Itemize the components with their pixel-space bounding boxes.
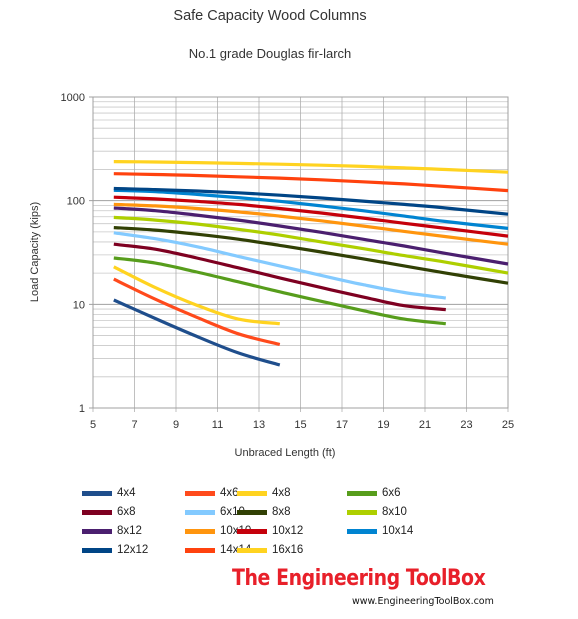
tick-labels: 5 7 9 11 13 15 17 19 21 23 25 1 10 100 1000 xyxy=(61,92,515,431)
x-tick-label: 19 xyxy=(377,419,389,431)
chart-canvas: Safe Capacity Wood Columns No.1 grade Do… xyxy=(29,8,515,459)
series-line-12x12 xyxy=(113,186,509,216)
legend-swatch xyxy=(82,509,112,515)
legend-label: 14x14 xyxy=(220,544,252,556)
legend-label: 16x16 xyxy=(272,544,304,556)
legend-swatch xyxy=(237,528,267,534)
x-tick-label: 25 xyxy=(502,419,514,431)
x-tick-label: 21 xyxy=(419,419,431,431)
x-axis-label: Unbraced Length (ft) xyxy=(235,447,336,459)
legend-label: 12x12 xyxy=(117,544,149,556)
x-tick-label: 11 xyxy=(212,419,223,431)
chart-subtitle: No.1 grade Douglas fir-larch xyxy=(189,46,352,61)
legend-label: 8x10 xyxy=(382,506,407,518)
legend-item-16x16: 16x16 xyxy=(237,543,303,557)
series-line-6x6 xyxy=(113,256,446,326)
series-line-14x14 xyxy=(113,172,509,193)
legend-swatch xyxy=(237,547,267,553)
legend-item-6x10: 6x10 xyxy=(185,505,245,519)
x-tick-label: 15 xyxy=(294,419,306,431)
legend-item-8x8: 8x8 xyxy=(237,505,291,519)
x-tick-label: 13 xyxy=(253,419,265,431)
x-tick-label: 17 xyxy=(336,419,348,431)
legend-item-6x8: 6x8 xyxy=(82,505,136,519)
legend-label: 6x8 xyxy=(117,506,136,518)
plot-frame xyxy=(92,96,509,409)
legend-item-14x14: 14x14 xyxy=(185,543,251,557)
legend-label: 4x8 xyxy=(272,487,291,499)
legend-swatch xyxy=(237,509,267,515)
legend-label: 8x8 xyxy=(272,506,291,518)
legend-item-12x12: 12x12 xyxy=(82,543,148,557)
y-tick-label: 1000 xyxy=(61,92,85,104)
legend-item-4x4: 4x4 xyxy=(82,486,136,500)
legend-item-6x6: 6x6 xyxy=(347,486,401,500)
chart-title: Safe Capacity Wood Columns xyxy=(173,8,366,24)
x-tick-label: 9 xyxy=(173,419,179,431)
legend-label: 8x12 xyxy=(117,525,142,537)
legend-label: 4x6 xyxy=(220,487,239,499)
legend-swatch xyxy=(185,509,215,515)
legend-item-4x8: 4x8 xyxy=(237,486,291,500)
brand-url: www.EngineeringToolBox.com xyxy=(352,596,494,607)
x-tick-label: 5 xyxy=(90,419,96,431)
y-tick-label: 10 xyxy=(73,299,85,311)
y-tick-label: 100 xyxy=(67,196,85,208)
y-axis-label: Load Capacity (kips) xyxy=(29,202,41,302)
legend-item-4x6: 4x6 xyxy=(185,486,239,500)
series-line-8x12 xyxy=(113,206,509,266)
legend-label: 10x12 xyxy=(272,525,304,537)
axes xyxy=(92,96,509,409)
legend-item-10x14: 10x14 xyxy=(347,524,413,538)
series-line-10x14 xyxy=(113,188,509,230)
legend-swatch xyxy=(82,547,112,553)
series-line-6x8 xyxy=(113,242,446,312)
legend-swatch xyxy=(82,490,112,496)
series-lines xyxy=(113,160,509,367)
x-tick-label: 23 xyxy=(460,419,472,431)
y-tick-label: 1 xyxy=(79,403,85,415)
series-line-4x6 xyxy=(113,277,281,347)
legend-label: 6x6 xyxy=(382,487,401,499)
legend-item-8x10: 8x10 xyxy=(347,505,407,519)
legend-label: 10x14 xyxy=(382,525,414,537)
legend-item-10x12: 10x12 xyxy=(237,524,303,538)
series-line-4x4 xyxy=(113,298,281,367)
series-line-4x8 xyxy=(113,265,280,326)
series-line-10x12 xyxy=(113,195,509,238)
legend-swatch xyxy=(185,547,215,553)
legend-label: 6x10 xyxy=(220,506,245,518)
legend-label: 4x4 xyxy=(117,487,136,499)
legend-swatch xyxy=(185,490,215,496)
legend-label: 10x10 xyxy=(220,525,252,537)
series-line-8x8 xyxy=(113,226,509,285)
legend-swatch xyxy=(347,509,377,515)
legend-item-10x10: 10x10 xyxy=(185,524,251,538)
legend-swatch xyxy=(185,528,215,534)
legend-swatch xyxy=(347,528,377,534)
legend-swatch xyxy=(347,490,377,496)
legend-item-8x12: 8x12 xyxy=(82,524,142,538)
legend-swatch xyxy=(82,528,112,534)
series-line-16x16 xyxy=(113,160,509,174)
legend-swatch xyxy=(237,490,267,496)
series-line-10x10 xyxy=(113,202,509,246)
series-line-6x10 xyxy=(113,231,447,300)
x-tick-label: 7 xyxy=(131,419,137,431)
series-line-8x10 xyxy=(113,215,509,275)
brand-logo: The Engineering ToolBox xyxy=(232,566,486,591)
